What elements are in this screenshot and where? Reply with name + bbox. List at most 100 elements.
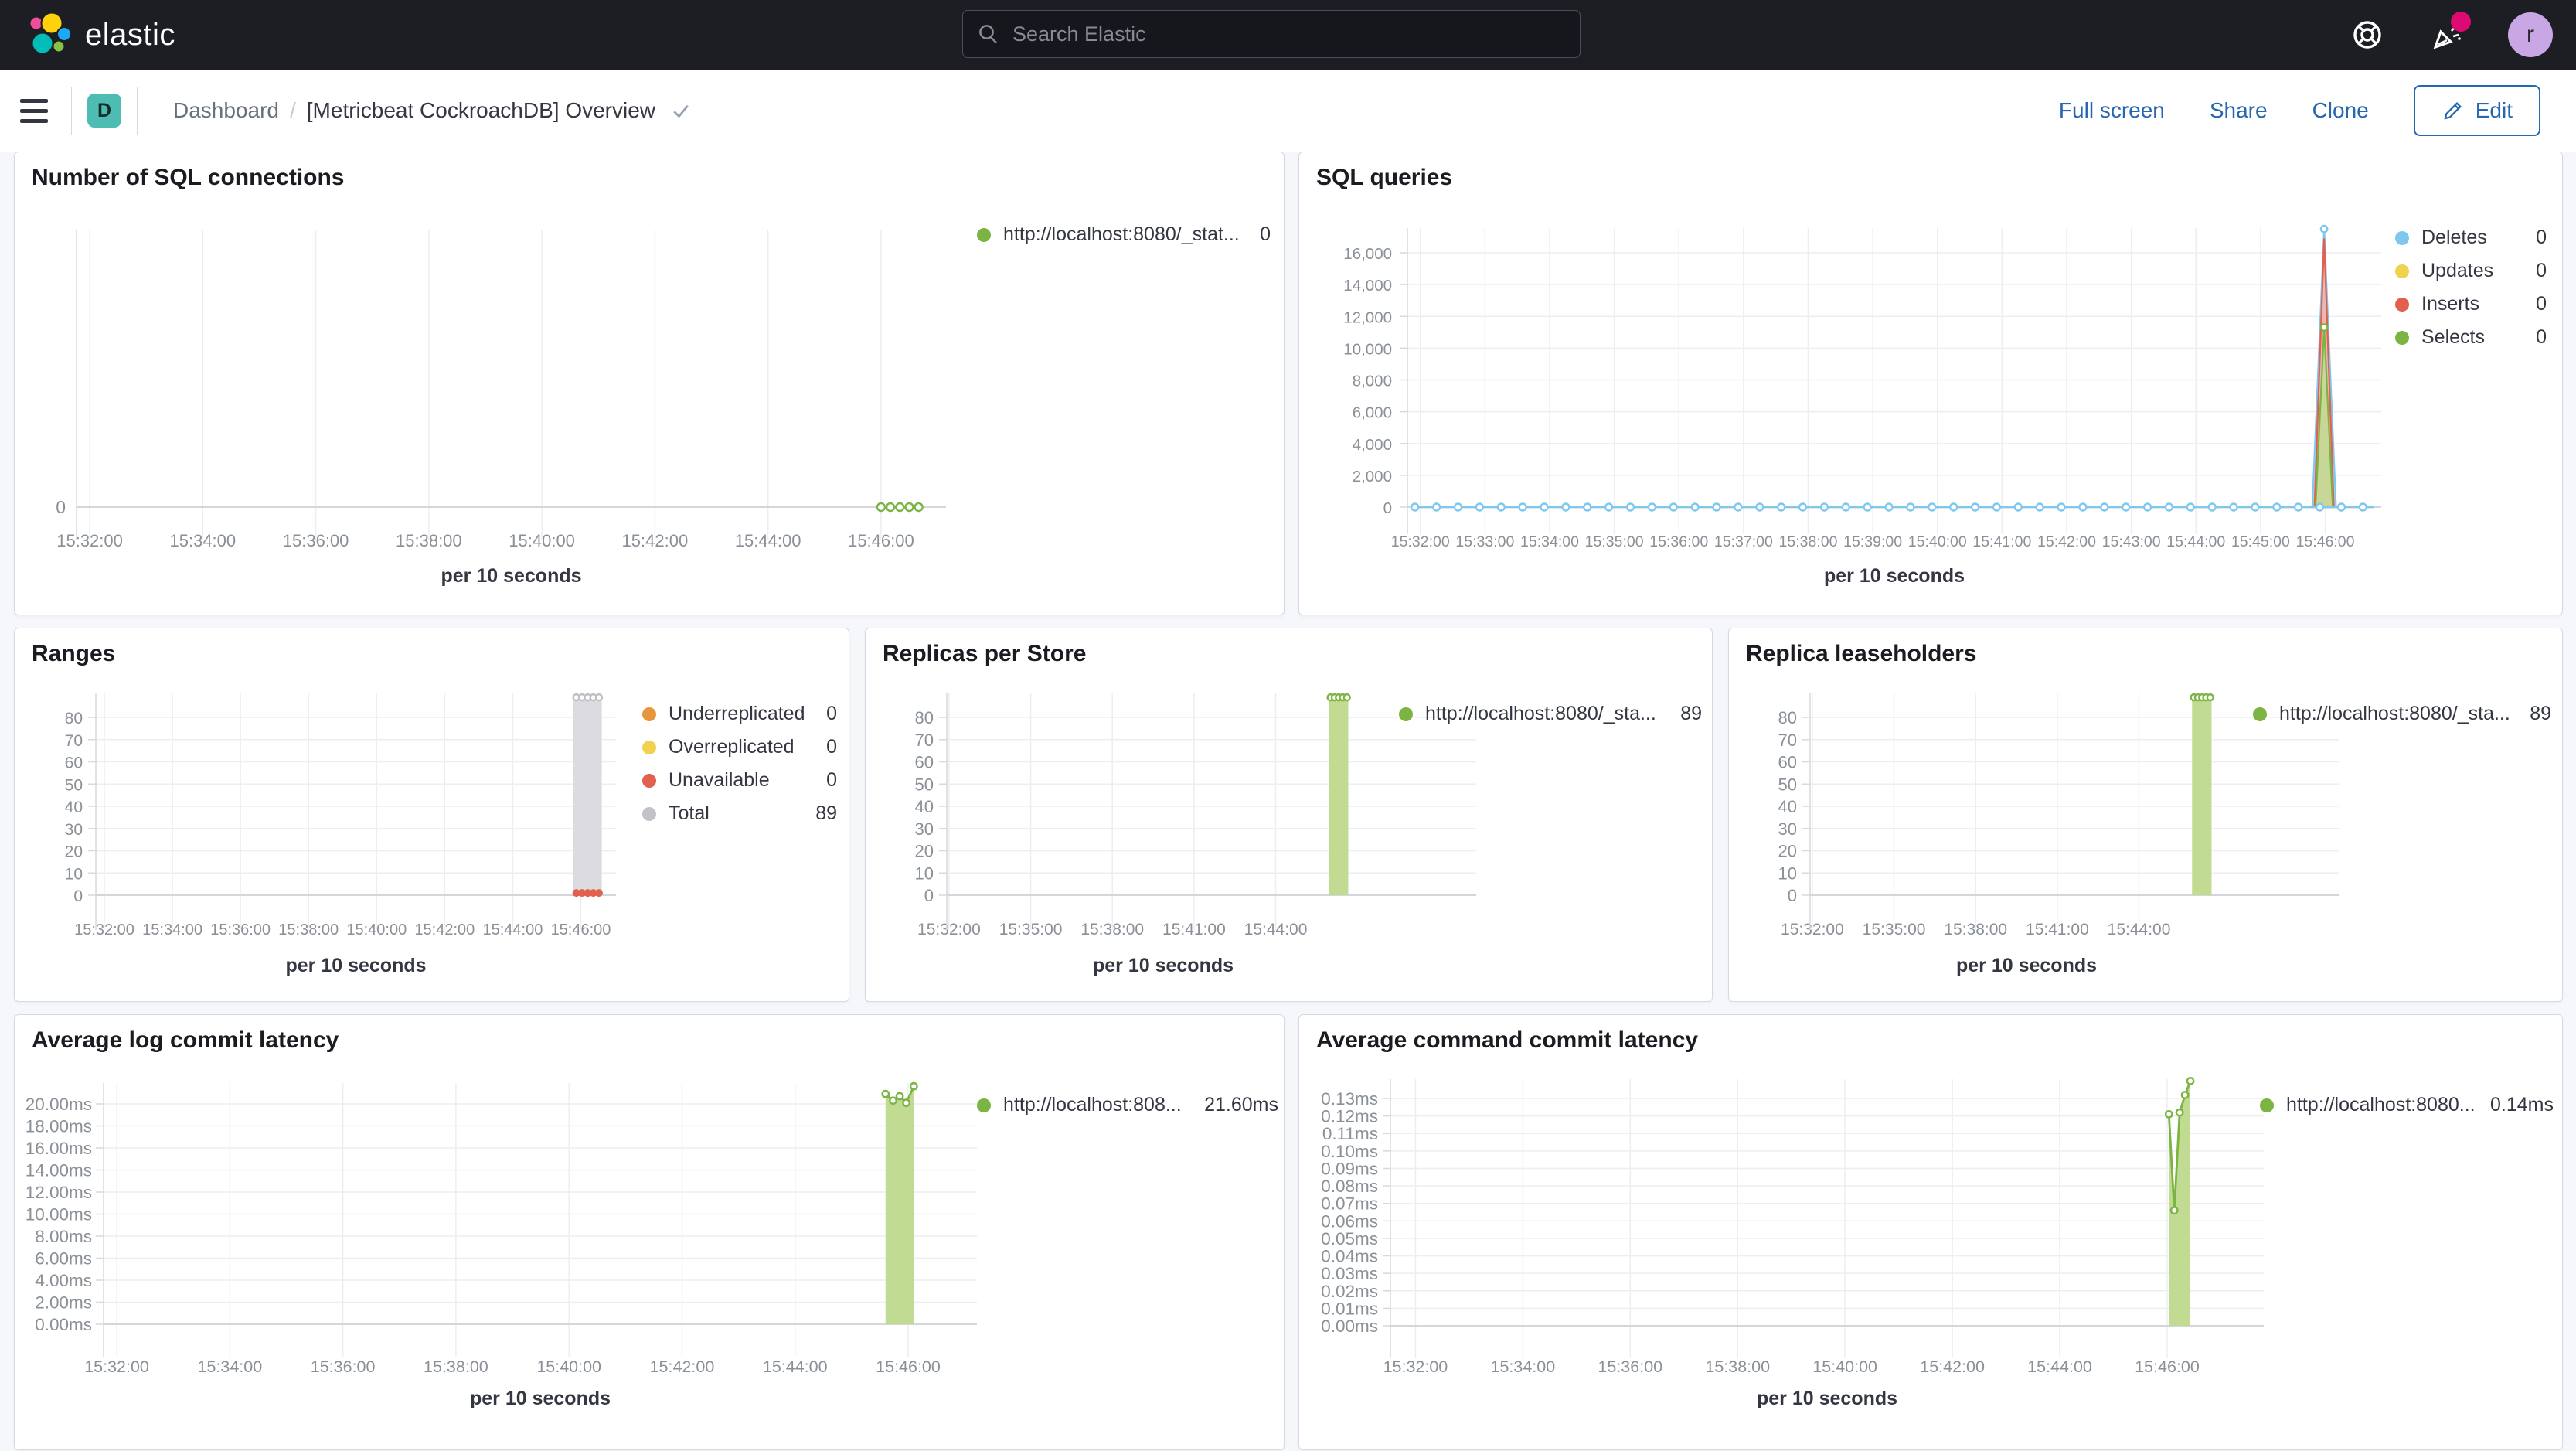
pencil-icon	[2444, 102, 2462, 120]
svg-text:15:38:00: 15:38:00	[1080, 921, 1144, 938]
panel-title[interactable]: Average command commit latency	[1316, 1027, 1699, 1053]
replicas-per-store-chart: 0 10 20 30 40 50 60 70 80 15:32:00 15:35:00 15:38:0…	[866, 628, 1713, 1007]
legend-label: Unavailable	[669, 769, 770, 791]
svg-text:15:36:00: 15:36:00	[311, 1357, 376, 1376]
legend-item[interactable]: Unavailable 0	[642, 769, 837, 792]
x-axis-caption: per 10 seconds	[285, 955, 427, 976]
panel-average-log-commit-latency: Average log commit latency 0.00ms 2.00ms 4…	[14, 1014, 1285, 1450]
svg-text:50: 50	[1778, 775, 1797, 794]
command-commit-latency-chart: 0.00ms 0.01ms 0.02ms 0.03ms 0.04ms 0.05ms 0.06…	[1299, 1015, 2564, 1451]
svg-text:15:36:00: 15:36:00	[283, 531, 349, 550]
svg-text:0.06ms: 0.06ms	[1321, 1211, 1378, 1231]
panel-title[interactable]: Replicas per Store	[883, 641, 1087, 666]
panel-sql-queries: SQL queries 0 2,000 4,000 6,000 8,000 10,000 1…	[1298, 152, 2563, 615]
svg-text:15:46:00: 15:46:00	[2296, 533, 2355, 550]
svg-text:0.05ms: 0.05ms	[1321, 1229, 1378, 1248]
svg-text:0.09ms: 0.09ms	[1321, 1159, 1378, 1178]
legend-item[interactable]: Selects 0	[2395, 326, 2547, 349]
panel-average-command-commit-latency: Average command commit latency 0.00ms 0.0…	[1298, 1014, 2563, 1450]
edit-button[interactable]: Edit	[2413, 85, 2540, 136]
legend-value: 0	[2536, 326, 2547, 348]
menu-icon[interactable]	[20, 95, 56, 126]
svg-text:0.01ms: 0.01ms	[1321, 1299, 1378, 1318]
svg-text:15:40:00: 15:40:00	[509, 531, 575, 550]
toolbar-actions: Full screen Share Clone Edit	[2059, 70, 2540, 152]
svg-text:15:34:00: 15:34:00	[170, 531, 237, 550]
legend-item[interactable]: Deletes 0	[2395, 227, 2547, 249]
svg-text:15:44:00: 15:44:00	[2108, 921, 2171, 938]
top-header: elastic	[0, 0, 2576, 70]
legend-swatch	[2395, 297, 2409, 312]
svg-text:15:34:00: 15:34:00	[1520, 533, 1579, 550]
legend-item[interactable]: Underreplicated 0	[642, 703, 837, 725]
svg-text:15:41:00: 15:41:00	[1162, 921, 1226, 938]
elastic-home-link[interactable]: elastic	[23, 11, 175, 59]
svg-text:80: 80	[1778, 708, 1797, 727]
panel-title[interactable]: Number of SQL connections	[32, 165, 345, 190]
legend-item[interactable]: Overreplicated 0	[642, 736, 837, 758]
search-input[interactable]	[1011, 21, 1566, 47]
legend-value: 0	[826, 736, 837, 758]
svg-text:0.12ms: 0.12ms	[1321, 1107, 1378, 1126]
legend-label: Total	[669, 802, 710, 824]
legend-item[interactable]: http://localhost:8080/_sta... 89	[1399, 703, 1702, 725]
svg-text:14,000: 14,000	[1343, 277, 1392, 295]
chart-svg: 0 15:32:00 15:34:00 15:36:00 15:38:00 15:40:0…	[56, 230, 946, 550]
legend-item[interactable]: http://localhost:808... 21.60ms	[977, 1094, 1278, 1116]
legend-value: 0	[1260, 223, 1271, 245]
avatar[interactable]: r	[2508, 12, 2553, 57]
global-search[interactable]	[962, 10, 1581, 58]
space-badge[interactable]: D	[87, 94, 121, 128]
legend-item[interactable]: http://localhost:8080/_stat... 0	[977, 223, 1271, 246]
svg-text:0: 0	[924, 886, 934, 905]
x-axis-caption: per 10 seconds	[1823, 565, 1965, 587]
svg-text:10: 10	[65, 865, 83, 883]
panel-title[interactable]: SQL queries	[1316, 165, 1453, 190]
panel-title[interactable]: Ranges	[32, 641, 116, 666]
chart-svg: 0.00ms0.01ms0.02ms0.03ms0.04ms0.05ms0.06…	[1321, 1076, 2264, 1376]
svg-text:15:36:00: 15:36:00	[1649, 533, 1708, 550]
legend-item[interactable]: Total 89	[642, 802, 837, 825]
help-icon[interactable]	[2347, 15, 2387, 55]
svg-text:15:44:00: 15:44:00	[763, 1357, 828, 1376]
full-screen-button[interactable]: Full screen	[2058, 98, 2165, 122]
divider	[137, 87, 138, 135]
x-axis-caption: per 10 seconds	[441, 565, 582, 587]
svg-text:15:38:00: 15:38:00	[1779, 533, 1838, 550]
breadcrumb-dashboard-link[interactable]: Dashboard	[173, 98, 279, 122]
legend-label: http://localhost:8080/_sta...	[2279, 703, 2510, 724]
clone-button[interactable]: Clone	[2312, 98, 2369, 122]
legend-item[interactable]: Updates 0	[2395, 260, 2547, 282]
panel-title[interactable]: Average log commit latency	[32, 1027, 339, 1053]
svg-text:0.10ms: 0.10ms	[1321, 1142, 1378, 1161]
panel-title[interactable]: Replica leaseholders	[1746, 641, 1977, 666]
toolbar: D Dashboard / [Metricbeat CockroachDB] O…	[0, 70, 2576, 152]
chart-legend: http://localhost:8080/_stat... 0	[977, 223, 1271, 257]
chart-legend: Deletes 0 Updates 0 Inserts 0 Selects 0	[2395, 227, 2547, 359]
legend-item[interactable]: http://localhost:8080... 0.14ms	[2260, 1094, 2554, 1116]
divider	[71, 87, 72, 135]
newsfeed-icon[interactable]	[2428, 12, 2471, 55]
legend-item[interactable]: Inserts 0	[2395, 293, 2547, 315]
svg-text:15:38:00: 15:38:00	[1705, 1357, 1770, 1376]
svg-text:0.03ms: 0.03ms	[1321, 1264, 1378, 1283]
share-button[interactable]: Share	[2209, 98, 2268, 122]
svg-text:15:36:00: 15:36:00	[1598, 1357, 1662, 1376]
svg-text:15:32:00: 15:32:00	[1391, 533, 1450, 550]
svg-text:15:45:00: 15:45:00	[2231, 533, 2290, 550]
legend-label: Updates	[2421, 260, 2494, 281]
legend-item[interactable]: http://localhost:8080/_sta... 89	[2253, 703, 2551, 725]
svg-text:15:38:00: 15:38:00	[396, 531, 462, 550]
svg-text:70: 70	[1778, 731, 1797, 750]
legend-value: 0	[2536, 227, 2547, 248]
svg-text:15:35:00: 15:35:00	[1863, 921, 1926, 938]
svg-text:0: 0	[1788, 886, 1797, 905]
svg-text:20.00ms: 20.00ms	[26, 1095, 92, 1114]
log-commit-latency-chart: 0.00ms 2.00ms 4.00ms 6.00ms 8.00ms 10.00ms 12.…	[15, 1015, 1285, 1451]
chart-legend: http://localhost:8080... 0.14ms	[2260, 1094, 2554, 1127]
panel-number-of-sql-connections: Number of SQL connections 0 15:32:00 15:34…	[14, 152, 1285, 615]
svg-text:0.00ms: 0.00ms	[1321, 1316, 1378, 1336]
panel-replicas-per-store: Replicas per Store 0 10 20 30 40 50 60 70 80 15:3…	[865, 628, 1713, 1002]
svg-text:15:32:00: 15:32:00	[84, 1357, 149, 1376]
svg-text:4,000: 4,000	[1353, 436, 1392, 454]
